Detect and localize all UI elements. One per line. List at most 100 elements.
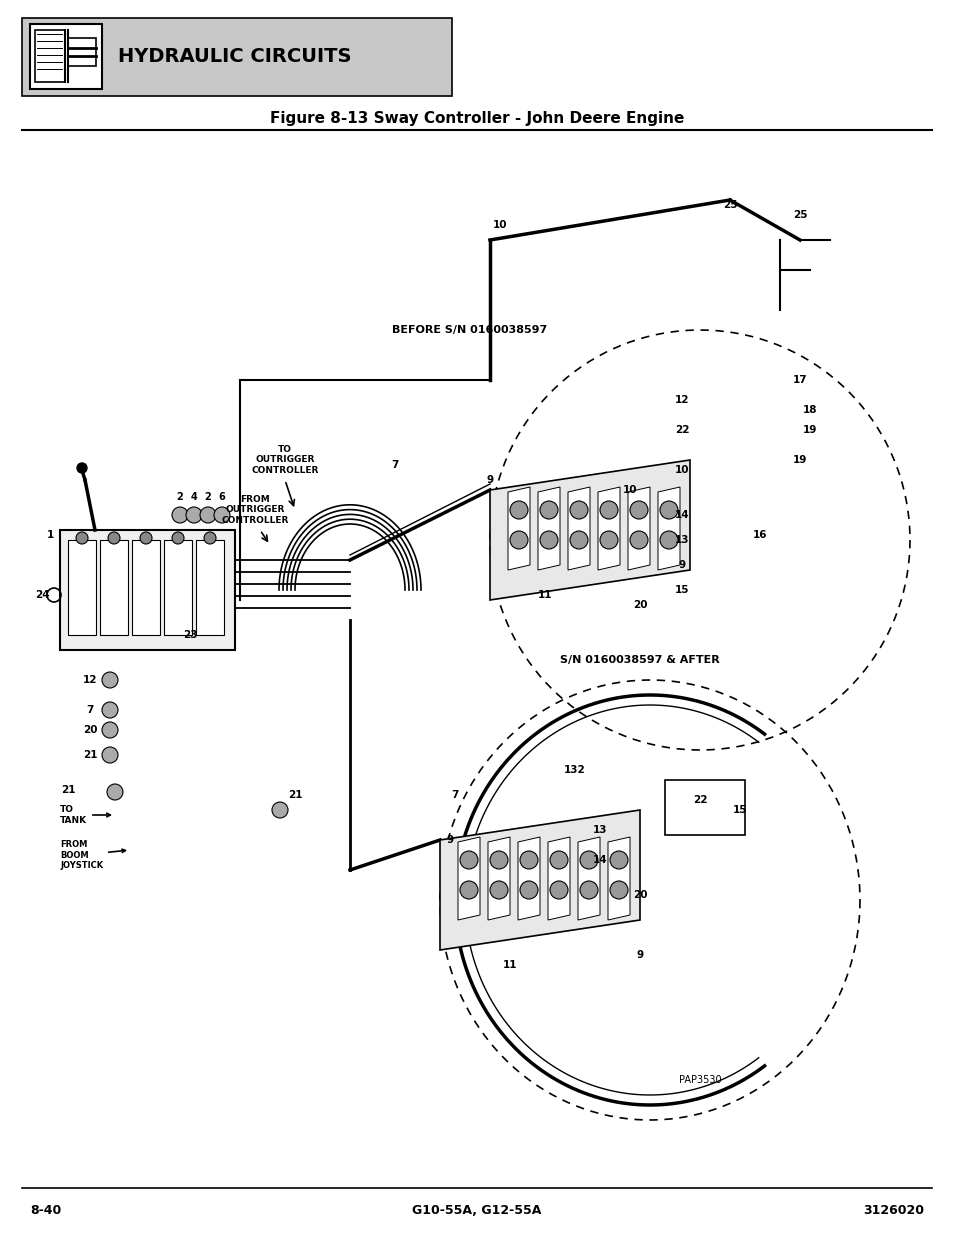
Circle shape	[107, 784, 123, 800]
Circle shape	[459, 881, 477, 899]
Polygon shape	[537, 487, 559, 571]
Text: 8-40: 8-40	[30, 1203, 61, 1216]
Text: 9: 9	[636, 950, 643, 960]
Polygon shape	[507, 487, 530, 571]
Polygon shape	[578, 837, 599, 920]
Circle shape	[459, 851, 477, 869]
Text: 13: 13	[592, 825, 607, 835]
Circle shape	[609, 851, 627, 869]
Circle shape	[629, 531, 647, 550]
Circle shape	[510, 531, 527, 550]
Circle shape	[550, 881, 567, 899]
Circle shape	[539, 501, 558, 519]
FancyBboxPatch shape	[100, 540, 128, 635]
Circle shape	[140, 532, 152, 543]
Circle shape	[77, 463, 87, 473]
Circle shape	[519, 851, 537, 869]
Text: 21: 21	[83, 750, 97, 760]
Circle shape	[609, 881, 627, 899]
Circle shape	[213, 508, 230, 522]
FancyBboxPatch shape	[35, 30, 65, 82]
Text: 10: 10	[493, 220, 507, 230]
Circle shape	[510, 501, 527, 519]
Circle shape	[659, 531, 678, 550]
Circle shape	[76, 532, 88, 543]
Circle shape	[102, 701, 118, 718]
FancyBboxPatch shape	[164, 540, 192, 635]
Text: 10: 10	[674, 466, 688, 475]
Text: 10: 10	[622, 485, 637, 495]
Text: 18: 18	[801, 405, 817, 415]
Text: PAP3530: PAP3530	[678, 1074, 720, 1086]
Text: 21: 21	[61, 785, 75, 795]
Text: 24: 24	[34, 590, 50, 600]
Circle shape	[490, 851, 507, 869]
Text: 9: 9	[446, 835, 453, 845]
Text: 132: 132	[563, 764, 585, 776]
Text: BEFORE S/N 0160038597: BEFORE S/N 0160038597	[392, 325, 547, 335]
Text: 22: 22	[692, 795, 706, 805]
Text: 11: 11	[537, 590, 552, 600]
Polygon shape	[627, 487, 649, 571]
Text: Figure 8-13 Sway Controller - John Deere Engine: Figure 8-13 Sway Controller - John Deere…	[270, 110, 683, 126]
Circle shape	[186, 508, 202, 522]
Circle shape	[539, 531, 558, 550]
Text: TO
TANK: TO TANK	[60, 805, 111, 825]
Polygon shape	[658, 487, 679, 571]
Polygon shape	[490, 459, 689, 600]
Circle shape	[204, 532, 215, 543]
Circle shape	[272, 802, 288, 818]
Text: 17: 17	[792, 375, 806, 385]
Text: 20: 20	[632, 600, 646, 610]
Polygon shape	[439, 810, 639, 950]
Text: 2: 2	[204, 492, 212, 501]
Text: 16: 16	[752, 530, 766, 540]
Text: 7: 7	[391, 459, 398, 471]
FancyBboxPatch shape	[664, 781, 744, 835]
Polygon shape	[457, 837, 479, 920]
Text: 15: 15	[674, 585, 688, 595]
Circle shape	[629, 501, 647, 519]
Text: 14: 14	[674, 510, 689, 520]
Text: 9: 9	[486, 475, 493, 485]
Circle shape	[569, 531, 587, 550]
Polygon shape	[607, 837, 629, 920]
FancyBboxPatch shape	[68, 38, 96, 65]
Circle shape	[102, 722, 118, 739]
FancyBboxPatch shape	[68, 540, 96, 635]
Text: TO
OUTRIGGER
CONTROLLER: TO OUTRIGGER CONTROLLER	[251, 445, 318, 475]
Circle shape	[579, 881, 598, 899]
Circle shape	[599, 501, 618, 519]
Polygon shape	[598, 487, 619, 571]
Text: G10-55A, G12-55A: G10-55A, G12-55A	[412, 1203, 541, 1216]
Circle shape	[200, 508, 215, 522]
Text: 3126020: 3126020	[862, 1203, 923, 1216]
Text: 21: 21	[288, 790, 302, 800]
Polygon shape	[567, 487, 589, 571]
Text: 9: 9	[678, 559, 685, 571]
Polygon shape	[488, 837, 510, 920]
Text: 15: 15	[732, 805, 746, 815]
Text: 7: 7	[86, 705, 93, 715]
FancyBboxPatch shape	[22, 19, 452, 96]
Polygon shape	[547, 837, 569, 920]
Text: 7: 7	[451, 790, 458, 800]
Circle shape	[599, 531, 618, 550]
Text: 14: 14	[592, 855, 607, 864]
FancyBboxPatch shape	[30, 23, 102, 89]
Text: 20: 20	[632, 890, 646, 900]
Text: HYDRAULIC CIRCUITS: HYDRAULIC CIRCUITS	[118, 47, 351, 67]
Circle shape	[490, 881, 507, 899]
Text: 23: 23	[183, 630, 197, 640]
Text: 20: 20	[83, 725, 97, 735]
Circle shape	[579, 851, 598, 869]
Text: 12: 12	[674, 395, 688, 405]
Text: 25: 25	[792, 210, 806, 220]
Text: 2: 2	[176, 492, 183, 501]
Circle shape	[172, 508, 188, 522]
Circle shape	[172, 532, 184, 543]
Text: 6: 6	[218, 492, 225, 501]
Circle shape	[569, 501, 587, 519]
Text: 25: 25	[722, 200, 737, 210]
Text: 22: 22	[674, 425, 688, 435]
